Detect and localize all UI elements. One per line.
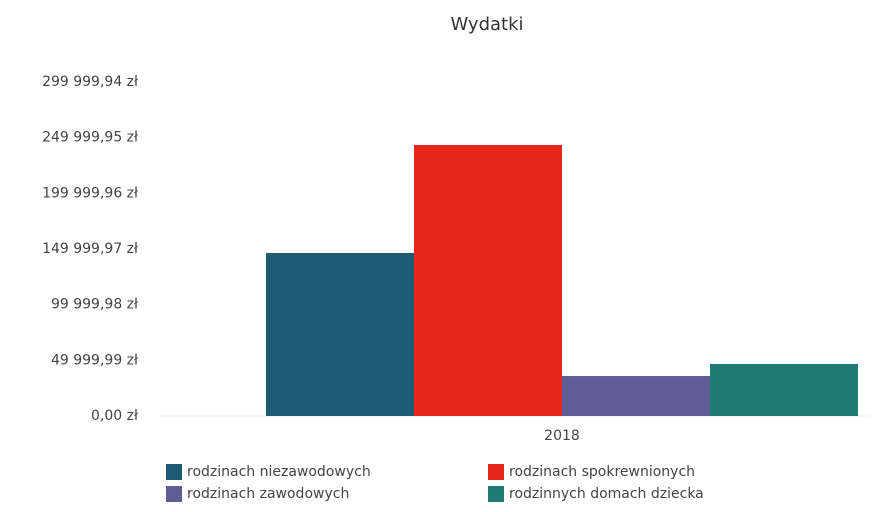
x-tick-label: 2018 (544, 428, 580, 444)
legend-label: rodzinach niezawodowych (187, 464, 371, 480)
bar (562, 376, 710, 416)
legend-label: rodzinnych domach dziecka (509, 486, 704, 502)
bar (414, 145, 562, 416)
bar (710, 364, 858, 416)
y-tick-label: 99 999,98 zł (51, 297, 138, 313)
legend-swatch (488, 464, 504, 480)
y-tick-label: 0,00 zł (91, 408, 138, 424)
chart-title: Wydatki (450, 14, 523, 35)
legend-swatch (166, 486, 182, 502)
y-tick-label: 149 999,97 zł (42, 241, 138, 257)
y-tick-label: 299 999,94 zł (42, 74, 138, 90)
y-tick-label: 249 999,95 zł (42, 130, 138, 146)
legend-swatch (488, 486, 504, 502)
y-tick-label: 199 999,96 zł (42, 185, 138, 201)
legend-swatch (166, 464, 182, 480)
legend-label: rodzinach zawodowych (187, 486, 349, 502)
bar (266, 253, 414, 416)
y-tick-label: 49 999,99 zł (51, 352, 138, 368)
legend-label: rodzinach spokrewnionych (509, 464, 695, 480)
